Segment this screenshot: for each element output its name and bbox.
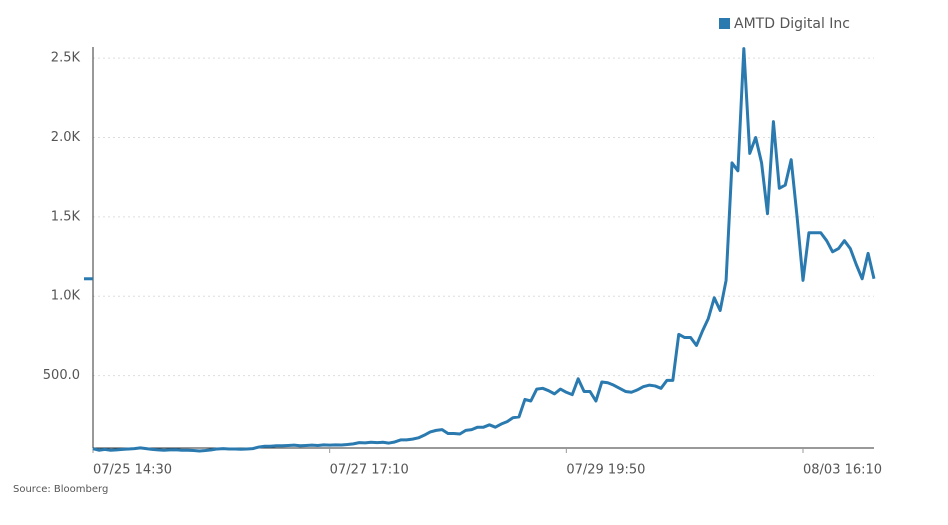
x-tick-label: 07/29 19:50 bbox=[566, 463, 645, 478]
legend-swatch bbox=[719, 18, 730, 29]
y-tick-label: 1.5K bbox=[51, 209, 81, 224]
line bbox=[92, 47, 876, 453]
x-tick-label: 07/27 17:10 bbox=[330, 463, 409, 478]
x-tick-label: 08/03 16:10 bbox=[803, 463, 882, 478]
x-tick-label: 07/25 14:30 bbox=[93, 463, 172, 478]
y-tick-label: 2.5K bbox=[51, 51, 81, 66]
source: Source: Bloomberg bbox=[13, 484, 108, 495]
y-tick-label: 500.0 bbox=[43, 368, 80, 383]
y-tick-label: 1.0K bbox=[51, 289, 81, 304]
legend-label: AMTD Digital Inc bbox=[734, 16, 850, 32]
y-tick-label: 2.0K bbox=[51, 130, 81, 145]
